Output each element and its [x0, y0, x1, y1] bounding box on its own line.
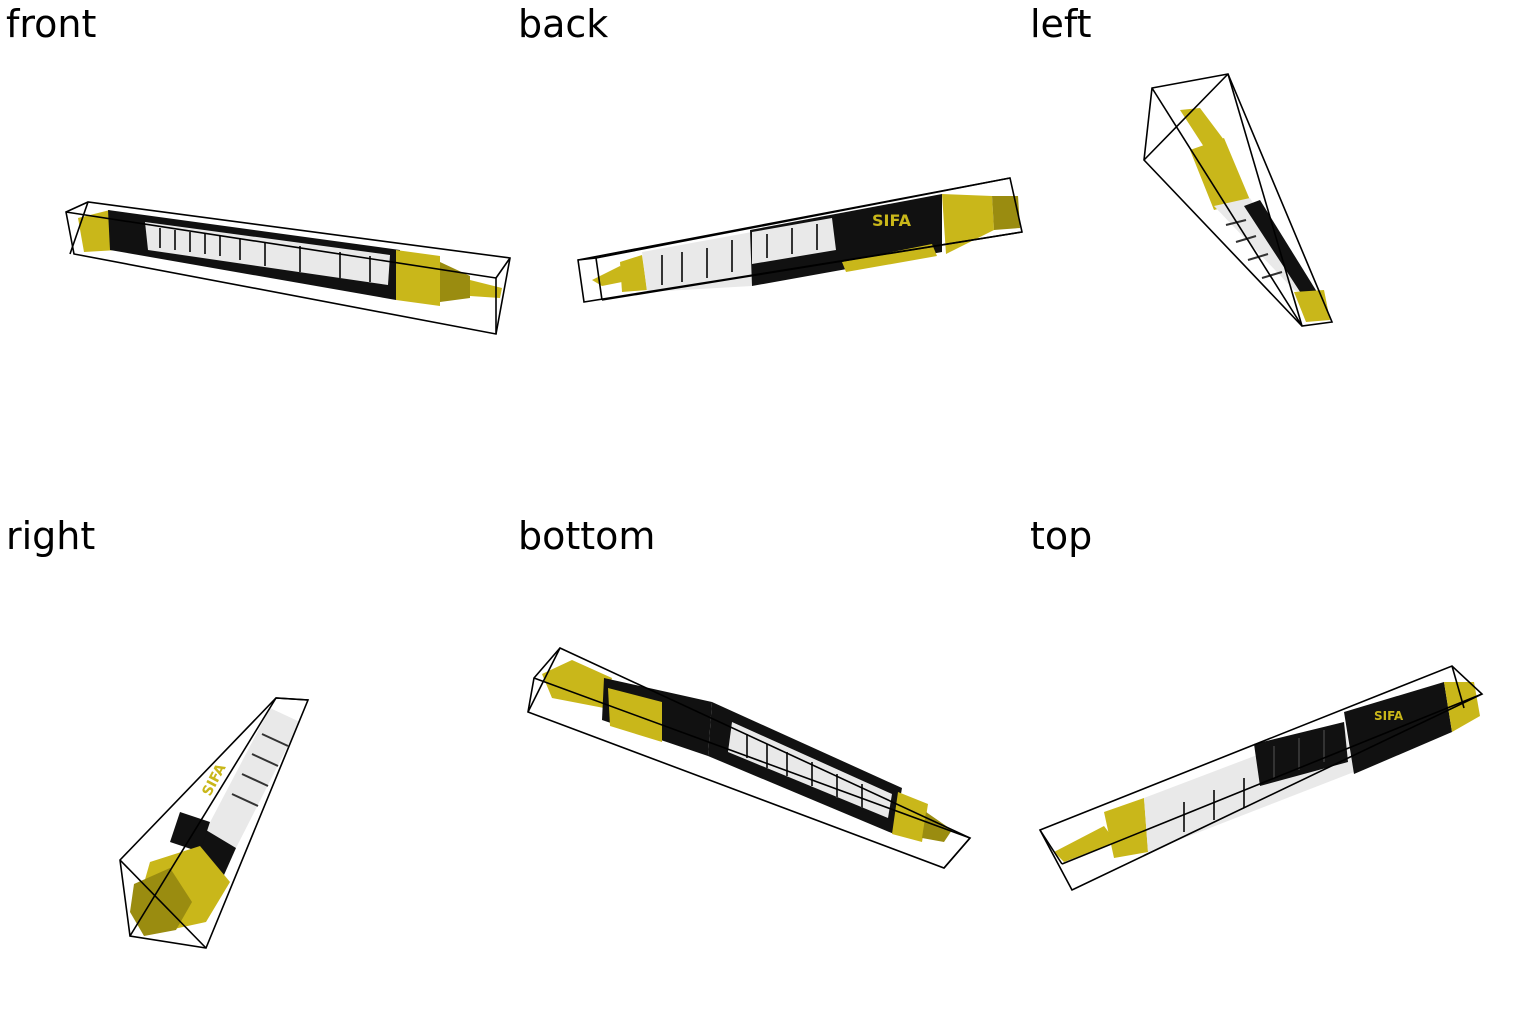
marker-pen-icon	[78, 210, 502, 306]
bounding-box	[65, 201, 511, 335]
bounding-box	[527, 647, 972, 869]
marker-pen-icon	[542, 660, 952, 842]
svg-text:SIFA: SIFA	[1374, 709, 1404, 723]
view-label-top: top	[1030, 514, 1093, 558]
view-panel-bottom: bottom	[512, 512, 1024, 1024]
right-render: SIFA	[119, 697, 310, 949]
view-panel-left: left	[1024, 0, 1536, 512]
view-panel-right: right SIFA	[0, 512, 512, 1024]
view-label-bottom: bottom	[518, 514, 656, 558]
top-render: SIFA	[1038, 665, 1484, 892]
view-label-left: left	[1030, 2, 1092, 46]
view-label-back: back	[518, 2, 609, 46]
view-panel-back: back SIFA	[512, 0, 1024, 512]
view-panel-top: top SIFA	[1024, 512, 1536, 1024]
view-panel-front: front	[0, 0, 512, 512]
bottom-render	[527, 647, 972, 869]
marker-pen-icon	[1180, 108, 1330, 322]
bounding-box	[1038, 665, 1484, 892]
front-render	[65, 201, 511, 335]
bounding-box	[119, 697, 310, 949]
view-label-right: right	[6, 514, 96, 558]
svg-text:SIFA: SIFA	[872, 211, 912, 230]
bounding-box	[1143, 73, 1334, 327]
view-label-front: front	[6, 2, 97, 46]
marker-pen-icon: SIFA	[592, 194, 1020, 292]
bounding-box	[577, 177, 1023, 303]
marker-pen-icon: SIFA	[1054, 682, 1480, 862]
back-render: SIFA	[577, 177, 1023, 303]
left-render	[1143, 73, 1334, 327]
